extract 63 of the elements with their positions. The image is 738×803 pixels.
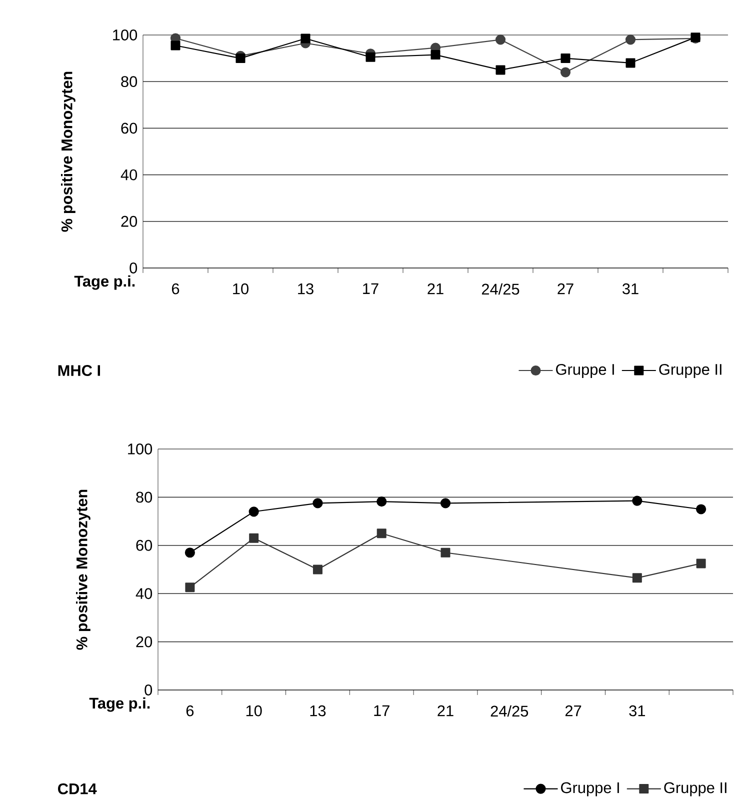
legend-label: Gruppe II [659,364,722,378]
point [300,34,310,44]
point [185,582,195,592]
x-tick-label: 17 [374,705,390,716]
point [249,533,259,543]
y-tick-label: 60 [136,540,152,551]
x-axis-title: Tage p.i. [89,697,150,712]
x-tick-label: 17 [363,283,378,294]
point [366,52,376,62]
text: MHC I [58,365,100,376]
point [496,65,506,75]
x-tick-label: 21 [438,705,454,716]
point [560,54,570,64]
point [696,504,706,514]
x-tick-label: 21 [428,283,444,294]
y-tick-label: 80 [121,76,138,88]
y-tick-label: 100 [113,30,138,40]
y-axis-title: % positive Monozyten [61,72,76,232]
x-tick-label: 13 [298,283,314,294]
point [696,558,706,568]
point [430,50,440,60]
x-tick-label: 31 [629,705,645,716]
point [312,564,322,574]
point [376,528,386,538]
y-tick-label: 80 [136,492,152,503]
y-tick-label: 20 [121,216,138,227]
legend-label: Gruppe I [561,782,619,796]
x-axis-title: Tage p.i. [74,275,135,290]
x-tick-label: 27 [565,705,582,716]
point [248,506,259,517]
y-tick-label: 0 [144,684,152,696]
legend-label: Gruppe II [664,782,726,796]
point [184,548,195,558]
point [170,40,180,50]
y-tick-label: 100 [128,444,152,454]
y-axis-title: % positive Monozyten [76,490,90,650]
point [440,498,451,508]
point [312,498,323,508]
point [560,67,571,78]
x-tick-label: 31 [622,283,638,294]
point [626,58,636,68]
x-tick-label: 6 [186,705,194,716]
x-tick-label: 6 [172,283,180,294]
point [632,496,642,506]
y-tick-label: 0 [130,262,138,274]
point [495,34,506,45]
y-tick-label: 40 [136,588,152,600]
y-tick-label: 60 [121,122,138,134]
x-tick-label: 27 [558,283,574,294]
point [440,548,450,558]
point [632,573,642,583]
x-tick-label: 10 [246,705,262,716]
point [625,34,636,45]
y-tick-label: 40 [120,169,138,180]
legend-label: Gruppe I [556,364,614,378]
x-tick-label: 13 [310,705,326,716]
point [376,496,387,507]
point [236,54,246,64]
x-tick-label: 24/25 [482,283,520,295]
x-tick-label: 10 [233,283,248,294]
x-tick-label: 24/25 [490,705,528,717]
y-tick-label: 20 [136,636,152,648]
text: CD14 [58,783,97,794]
